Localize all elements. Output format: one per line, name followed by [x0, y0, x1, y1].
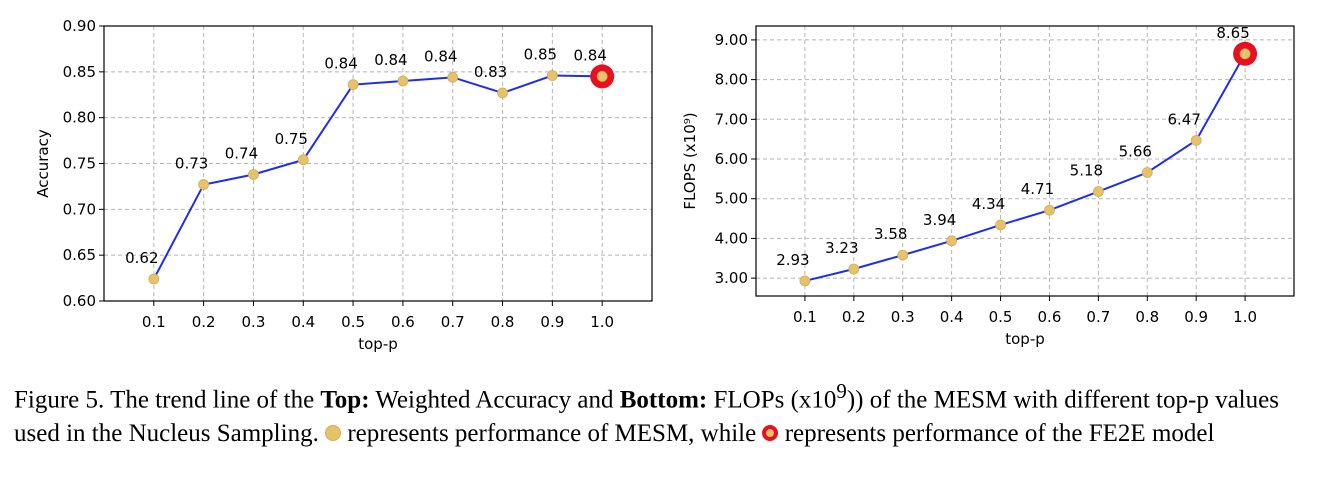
data-point	[995, 219, 1006, 231]
x-tick-label: 0.4	[940, 308, 964, 326]
series-line	[804, 53, 1246, 282]
x-axis-label: top-p	[1005, 330, 1045, 348]
data-point	[1239, 48, 1251, 60]
y-axis-label: FLOPS (x10⁹)	[681, 112, 699, 209]
data-label: 0.73	[175, 155, 208, 173]
data-point	[799, 275, 811, 287]
x-tick-label: 0.7	[441, 313, 465, 331]
data-label: 0.84	[324, 55, 357, 73]
y-tick-label: 0.75	[63, 155, 96, 173]
x-tick-label: 0.3	[891, 308, 915, 326]
x-tick-label: 0.9	[1184, 308, 1208, 326]
data-point	[596, 71, 608, 82]
chart-1: 0.1 0.2 0.3 0.4 0.5 0.6 0.7 0.8 0.9 1.0 0.60 0.65 0.…	[34, 17, 653, 353]
data-label: 0.74	[225, 145, 258, 163]
caption-prefix: Figure 5. The trend line of the	[14, 386, 321, 414]
x-tick-label: 0.6	[391, 313, 415, 331]
x-tick-label: 0.1	[793, 308, 817, 326]
x-tick-label: 0.4	[291, 313, 315, 331]
data-point	[546, 70, 558, 81]
fe2e-marker-icon	[762, 424, 779, 441]
data-point	[148, 273, 160, 285]
y-tick-label: 0.60	[63, 292, 96, 310]
y-tick-label: 3.00	[715, 269, 748, 287]
y-tick-label: 8.00	[715, 71, 748, 89]
data-point	[347, 79, 359, 91]
data-point	[1044, 204, 1055, 216]
caption-exponent: 9	[836, 379, 847, 403]
data-point	[1141, 167, 1153, 178]
series-line	[152, 74, 603, 280]
caption-part3: )) of the MESM with different top-p valu…	[14, 386, 1279, 448]
y-tick-label: 6.00	[715, 150, 748, 168]
data-point	[946, 235, 958, 247]
y-axis-label: Accuracy	[34, 129, 52, 198]
y-tick-label: 0.65	[63, 246, 96, 264]
y-tick-label: 4.00	[715, 229, 748, 247]
y-tick-label: 9.00	[715, 31, 748, 49]
data-label: 3.94	[923, 211, 956, 229]
data-label: 8.65	[1216, 24, 1249, 42]
data-point	[1190, 134, 1202, 146]
y-tick-label: 0.90	[63, 17, 96, 35]
data-label: 5.18	[1070, 162, 1103, 180]
data-label: 3.58	[874, 225, 907, 243]
x-tick-label: 0.7	[1086, 308, 1110, 326]
data-point	[497, 87, 508, 99]
grid-lines	[756, 26, 1294, 296]
data-label: 0.84	[424, 47, 457, 65]
x-tick-label: 1.0	[590, 313, 614, 331]
data-point	[848, 263, 860, 275]
x-tick-label: 0.8	[1135, 308, 1159, 326]
caption-bottom-label: Bottom:	[619, 386, 708, 414]
figure-caption: Figure 5. The trend line of the Top: Wei…	[14, 374, 1314, 451]
caption-part1: Weighted Accuracy and	[369, 386, 620, 414]
data-label: 5.66	[1119, 143, 1152, 161]
data-label: 0.84	[573, 46, 606, 64]
data-label: 0.84	[374, 51, 407, 69]
x-tick-label: 0.5	[341, 313, 365, 331]
data-point	[897, 249, 909, 261]
y-tick-label: 7.00	[715, 110, 748, 128]
data-label: 3.23	[825, 239, 858, 257]
x-tick-label: 0.1	[142, 313, 166, 331]
x-tick-label: 0.2	[842, 308, 866, 326]
x-axis-label: top-p	[358, 335, 398, 353]
y-tick-label: 0.70	[63, 200, 96, 218]
caption-part2: FLOPs (x10	[707, 386, 837, 414]
data-point	[248, 169, 259, 180]
data-label: 2.93	[776, 251, 809, 269]
x-tick-label: 0.2	[192, 313, 216, 331]
x-tick-label: 0.6	[1038, 308, 1062, 326]
data-label: 0.75	[275, 130, 308, 148]
data-point	[397, 75, 409, 87]
mesm-marker-icon	[325, 424, 342, 441]
x-tick-label: 0.3	[242, 313, 266, 331]
data-point	[447, 71, 459, 83]
x-tick-label: 0.8	[491, 313, 515, 331]
data-label: 0.85	[524, 46, 557, 64]
caption-top-label: Top:	[320, 386, 370, 414]
chart-2: 0.1 0.2 0.3 0.4 0.5 0.6 0.7 0.8 0.9 1.0 3.00 4.00 5.…	[681, 24, 1295, 348]
data-label: 4.71	[1021, 180, 1054, 198]
caption-part4: represents performance of MESM, while	[341, 420, 763, 448]
data-label: 6.47	[1167, 110, 1200, 128]
x-tick-label: 0.5	[989, 308, 1013, 326]
plot-frame	[755, 25, 1295, 297]
data-point	[297, 154, 309, 166]
x-tick-label: 1.0	[1233, 308, 1257, 326]
data-label: 0.83	[474, 63, 507, 81]
y-tick-label: 0.80	[63, 109, 96, 127]
figure: 0.1 0.2 0.3 0.4 0.5 0.6 0.7 0.8 0.9 1.0 0.60 0.65 0.…	[34, 17, 1295, 353]
data-label: 4.34	[972, 195, 1005, 213]
data-label: 0.62	[125, 249, 158, 267]
y-tick-label: 5.00	[715, 190, 748, 208]
y-tick-label: 0.85	[63, 63, 96, 81]
data-point	[1092, 186, 1104, 197]
x-tick-label: 0.9	[540, 313, 564, 331]
data-point	[198, 179, 210, 190]
caption-part5: represents performance of the FE2E model	[778, 420, 1215, 448]
